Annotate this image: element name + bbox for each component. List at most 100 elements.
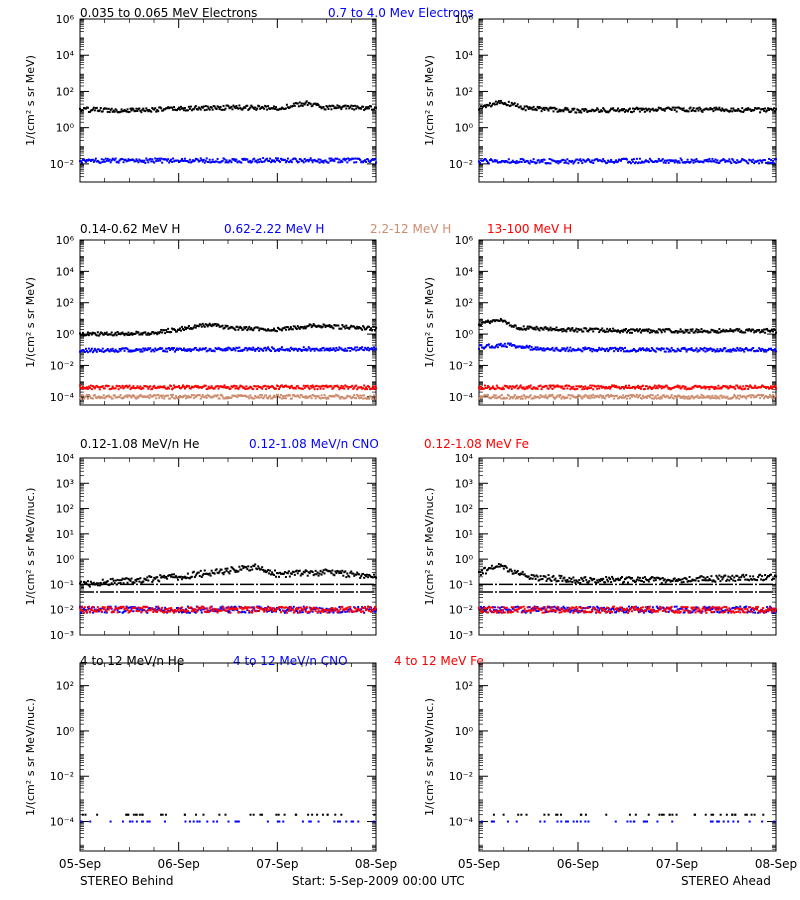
data-point <box>290 384 293 387</box>
data-point <box>254 106 257 109</box>
data-point <box>142 387 145 390</box>
data-point <box>203 109 206 112</box>
data-point <box>89 384 92 387</box>
data-point <box>592 388 595 391</box>
data-point <box>373 346 376 349</box>
data-point <box>284 384 287 387</box>
data-point <box>336 104 339 107</box>
data-point <box>84 347 87 350</box>
data-point <box>301 159 304 162</box>
data-point <box>283 394 286 397</box>
data-point <box>765 110 768 113</box>
series-points <box>478 317 777 334</box>
data-point <box>493 103 496 106</box>
data-point <box>364 573 367 576</box>
data-point <box>598 331 601 334</box>
data-point <box>356 325 359 328</box>
data-point <box>135 386 138 389</box>
data-point <box>654 108 657 111</box>
data-point <box>232 568 235 571</box>
data-point <box>533 386 536 389</box>
data-point <box>691 159 694 162</box>
data-point <box>207 385 210 388</box>
data-point <box>115 334 118 337</box>
data-point <box>758 107 761 110</box>
data-point <box>155 605 158 608</box>
data-point <box>222 573 225 576</box>
data-point <box>747 329 750 332</box>
data-point <box>204 395 207 398</box>
data-point <box>155 331 158 334</box>
data-point <box>286 572 289 575</box>
data-point <box>491 385 494 388</box>
data-point <box>700 393 703 396</box>
data-point <box>355 573 358 576</box>
data-point <box>171 106 174 109</box>
data-point <box>503 161 506 164</box>
data-point <box>129 579 132 582</box>
data-point <box>589 397 592 400</box>
data-point <box>660 397 663 400</box>
data-point <box>583 109 586 112</box>
data-point <box>767 349 770 352</box>
data-point <box>248 386 251 389</box>
data-point <box>682 385 685 388</box>
data-point <box>260 107 263 110</box>
data-point <box>536 105 539 108</box>
data-point <box>629 394 632 397</box>
data-point <box>537 395 540 398</box>
data-point <box>359 158 362 161</box>
data-point <box>204 384 207 387</box>
data-point <box>366 107 369 110</box>
data-point <box>216 385 219 388</box>
data-point <box>257 565 260 568</box>
data-point <box>276 330 279 333</box>
data-point <box>79 384 81 387</box>
data-point <box>189 396 192 399</box>
data-point <box>576 387 579 390</box>
data-point <box>309 323 312 326</box>
data-point <box>574 329 577 332</box>
data-point <box>246 329 249 332</box>
data-point <box>533 348 536 351</box>
data-point <box>580 159 583 162</box>
data-point <box>267 346 270 349</box>
data-point <box>622 394 625 397</box>
data-point <box>284 107 287 110</box>
data-point <box>120 386 123 389</box>
data-point <box>729 384 732 387</box>
data-point <box>729 348 732 351</box>
data-point <box>768 157 771 160</box>
data-point <box>630 395 633 398</box>
data-point <box>143 159 146 162</box>
data-point <box>304 101 307 104</box>
data-point <box>542 106 545 109</box>
data-point <box>340 108 343 111</box>
data-point <box>358 157 361 160</box>
data-point <box>223 384 226 387</box>
data-point <box>140 388 143 391</box>
data-point <box>335 107 338 110</box>
data-point <box>674 159 677 162</box>
data-point <box>135 158 138 161</box>
data-point <box>103 331 106 334</box>
data-point <box>123 386 126 389</box>
data-point <box>164 332 167 335</box>
data-point <box>173 346 176 349</box>
data-point <box>102 158 105 161</box>
data-point <box>518 328 521 331</box>
data-point <box>112 109 115 112</box>
data-point <box>344 159 347 162</box>
data-point <box>117 582 120 585</box>
data-point <box>550 384 553 387</box>
data-point <box>288 575 291 578</box>
data-point <box>239 106 242 109</box>
data-point <box>356 394 359 397</box>
data-point <box>91 385 94 388</box>
data-point <box>555 107 558 110</box>
data-point <box>668 386 671 389</box>
data-point <box>651 107 654 110</box>
series-points <box>79 384 377 391</box>
data-point <box>772 108 775 111</box>
data-point <box>683 346 686 349</box>
